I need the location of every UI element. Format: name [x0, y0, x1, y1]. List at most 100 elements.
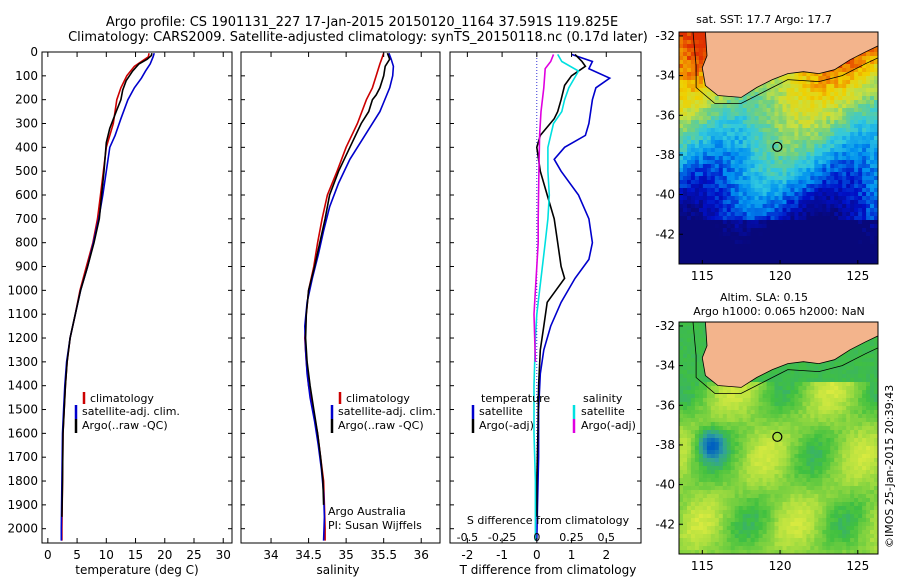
map-cell: [866, 434, 871, 439]
map-cell: [690, 164, 696, 169]
map-cell: [758, 112, 764, 117]
map-cell: [794, 410, 799, 415]
map-cell: [842, 100, 847, 105]
map-cell: [766, 462, 772, 467]
map-cell: [814, 232, 819, 237]
map-cell: [726, 248, 732, 253]
map-cell: [862, 188, 867, 193]
map-cell: [690, 228, 696, 233]
map-cell: [854, 228, 859, 233]
map-cell: [718, 232, 724, 237]
map-cell: [842, 96, 847, 101]
map-cell: [746, 410, 752, 415]
map-cell: [850, 84, 855, 89]
map-cell: [714, 252, 720, 257]
map-cell: [734, 414, 740, 419]
map-cell: [790, 124, 795, 129]
map-cell: [774, 148, 779, 153]
map-cell: [690, 260, 696, 264]
map-cell: [710, 248, 716, 253]
map-cell: [862, 410, 867, 415]
map-cell: [794, 398, 799, 403]
map-cell: [694, 334, 700, 339]
map-cell: [798, 450, 803, 455]
map-cell: [830, 232, 835, 237]
map-cell: [842, 156, 847, 161]
map-cell: [826, 80, 831, 85]
map-cell: [679, 402, 684, 407]
map-cell: [746, 236, 752, 241]
map-cell: [870, 450, 875, 455]
map-cell: [683, 342, 688, 347]
map-cell: [694, 200, 700, 205]
map-cell: [798, 240, 803, 245]
map-cell: [718, 398, 724, 403]
map-cell: [734, 200, 740, 205]
map-cell: [810, 240, 815, 245]
map-cell: [830, 260, 835, 264]
map-cell: [683, 76, 688, 81]
map-cell: [858, 84, 863, 89]
map-cell: [746, 188, 752, 193]
map-cell: [814, 224, 819, 229]
map-cell: [694, 438, 700, 443]
map-cell: [770, 430, 775, 435]
map-cell: [842, 378, 847, 383]
map-cell: [858, 382, 863, 387]
map-cell: [690, 390, 696, 395]
map-cell: [754, 462, 760, 467]
map-cell: [750, 108, 756, 113]
map-cell: [870, 84, 875, 89]
map-cell: [683, 410, 688, 415]
map-cell: [766, 140, 772, 145]
map-cell: [750, 200, 756, 205]
map-cell: [866, 116, 871, 121]
map-cell: [798, 370, 803, 375]
map-cell: [730, 136, 736, 141]
map-cell: [794, 184, 799, 189]
map-cell: [834, 188, 839, 193]
map-cell: [687, 260, 692, 264]
map-cell: [718, 442, 724, 447]
map-cell: [862, 382, 867, 387]
map-cell: [874, 68, 878, 73]
map-cell: [774, 164, 779, 169]
map-cell: [790, 120, 795, 125]
map-cell: [818, 188, 823, 193]
map-cell: [862, 128, 867, 133]
map-cell: [842, 430, 847, 435]
map-cell: [710, 136, 716, 141]
map-cell: [730, 140, 736, 145]
map-cell: [814, 204, 819, 209]
map-cell: [870, 458, 875, 463]
map-cell: [842, 438, 847, 443]
map-cell: [687, 386, 692, 391]
map-cell: [798, 84, 803, 89]
map-cell: [870, 402, 875, 407]
map-cell: [810, 256, 815, 261]
map-cell: [738, 414, 744, 419]
map-cell: [726, 164, 732, 169]
map-cell: [687, 450, 692, 455]
map-cell: [874, 220, 878, 225]
map-cell: [814, 112, 819, 117]
map-cell: [722, 108, 728, 113]
map-cell: [862, 68, 867, 73]
y-tick-label: 1000: [7, 283, 38, 297]
map-cell: [683, 462, 688, 467]
map-cell: [698, 224, 704, 229]
map-cell: [866, 80, 871, 85]
map-cell: [754, 196, 760, 201]
map-cell: [850, 350, 855, 355]
map-cell: [687, 422, 692, 427]
map-cell: [846, 434, 851, 439]
map-cell: [762, 236, 768, 241]
map-cell: [814, 426, 819, 431]
map-cell: [754, 398, 760, 403]
map-cell: [734, 422, 740, 427]
map-cell: [714, 152, 720, 157]
map-cell: [826, 92, 831, 97]
map-cell: [846, 172, 851, 177]
s-tick-label: 0.5: [598, 531, 616, 544]
map-cell: [874, 116, 878, 121]
